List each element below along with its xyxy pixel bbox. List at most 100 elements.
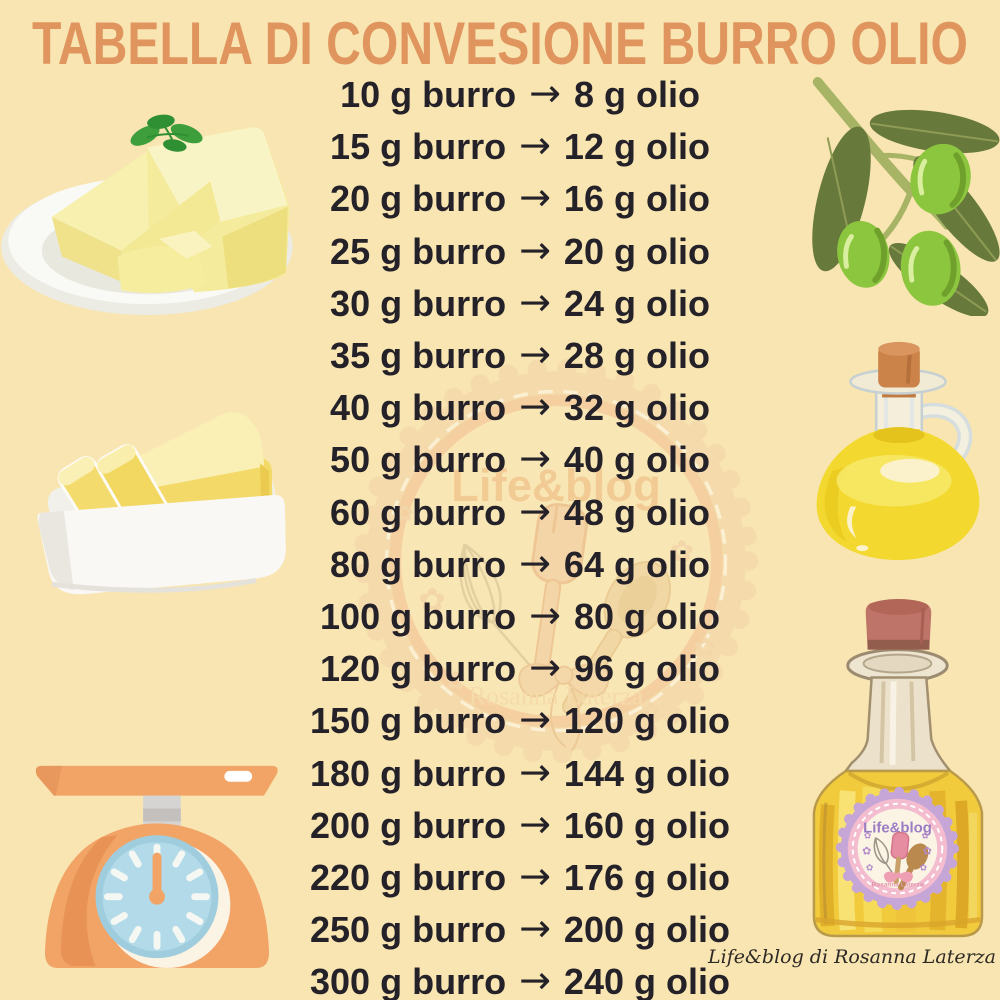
butter-amount: 150 g burro: [310, 700, 507, 742]
cruet-body: [816, 427, 980, 561]
right-arrow-icon: →: [519, 958, 551, 1000]
oil-amount: 144 g olio: [563, 752, 730, 794]
scale-dial: [95, 835, 219, 959]
label-bow-icon: [884, 871, 913, 883]
oil-cruet-illustration: [816, 341, 980, 561]
oil-bottle-illustration: Life&blog ✿ ✿ ✿: [812, 598, 984, 938]
conversion-row: 50 g burro → 40 g olio: [40, 434, 1000, 486]
conversion-row: 80 g burro → 64 g olio: [40, 539, 1000, 591]
dish-front: [37, 494, 286, 595]
butter-amount: 100 g burro: [320, 595, 517, 637]
oil-amount: 32 g olio: [563, 387, 710, 429]
butter-amount: 15 g burro: [330, 126, 507, 168]
butter-amount: 200 g burro: [310, 804, 507, 846]
flower-icon: ✿: [670, 534, 694, 568]
oil-amount: 8 g olio: [573, 74, 700, 116]
label-brand: Life&blog: [863, 821, 932, 837]
flower-icon: ✿: [396, 501, 414, 526]
bottle-neck: [843, 676, 953, 773]
oil-amount: 40 g olio: [563, 439, 710, 481]
butter-amount: 220 g burro: [310, 856, 507, 898]
conversion-row: 150 g burro → 120 g olio: [40, 695, 1000, 747]
mint-leaves-icon: [130, 114, 203, 152]
butter-amount: 80 g burro: [330, 543, 507, 585]
oil-amount: 240 g olio: [563, 961, 730, 1000]
conversion-row: 220 g burro → 176 g olio: [40, 852, 1000, 904]
olive-branch-illustration: [812, 77, 1000, 316]
page-title-text: TABELLA DI CONVESIONE BURRO OLIO: [32, 10, 968, 72]
conversion-row: 15 g burro → 12 g olio: [40, 121, 1000, 173]
butter-amount: 180 g burro: [310, 752, 507, 794]
page-title: TABELLA DI CONVESIONE BURRO OLIO: [32, 10, 968, 72]
right-arrow-icon: →: [519, 279, 551, 324]
butter-amount: 25 g burro: [330, 230, 507, 272]
right-arrow-icon: →: [519, 436, 551, 481]
right-arrow-icon: →: [519, 123, 551, 168]
butter-amount: 10 g burro: [340, 74, 517, 116]
flower-icon: ✿: [445, 666, 466, 695]
flower-icon: ✿: [418, 580, 446, 619]
butter-amount: 20 g burro: [330, 178, 507, 220]
right-arrow-icon: →: [519, 853, 551, 898]
cruet-cork: [878, 341, 920, 388]
right-arrow-icon: →: [519, 749, 551, 794]
flower-icon: ✿: [922, 832, 930, 842]
conversion-row: 10 g burro → 8 g olio: [40, 69, 1000, 121]
olives: [837, 143, 971, 306]
spatula-icon: [531, 503, 588, 678]
whisk-icon: [459, 543, 534, 669]
right-arrow-icon: →: [519, 906, 551, 951]
conversion-row: 25 g burro → 20 g olio: [40, 226, 1000, 278]
oil-amount: 176 g olio: [563, 856, 730, 898]
oil-amount: 64 g olio: [563, 543, 710, 585]
conversion-row: 120 g burro → 96 g olio: [40, 643, 1000, 695]
butter-amount: 35 g burro: [330, 335, 507, 377]
bow-icon: [518, 663, 610, 752]
right-arrow-icon: →: [519, 697, 551, 742]
conversion-row: 40 g burro → 32 g olio: [40, 382, 1000, 434]
oil-amount: 120 g olio: [563, 700, 730, 742]
conversion-list: 10 g burro → 8 g olio 15 g burro → 12 g …: [40, 69, 1000, 1000]
butter-dish-illustration: [37, 412, 286, 595]
label-author: Rosanna Laterza: [872, 881, 924, 888]
right-arrow-icon: →: [529, 645, 561, 690]
flower-icon: ✿: [694, 633, 716, 663]
butter-blocks: [51, 127, 290, 294]
conversion-row: 30 g burro → 24 g olio: [40, 278, 1000, 330]
conversion-row: 20 g burro → 16 g olio: [40, 173, 1000, 225]
watermark-brand: Life&blog: [451, 460, 661, 511]
right-arrow-icon: →: [519, 332, 551, 377]
butter-amount: 40 g burro: [330, 387, 507, 429]
flower-icon: ✿: [642, 699, 660, 724]
conversion-row: 200 g burro → 160 g olio: [40, 800, 1000, 852]
right-arrow-icon: →: [519, 384, 551, 429]
butter-amount: 60 g burro: [330, 491, 507, 533]
signature-text: Life&blog di Rosanna Laterza: [708, 946, 996, 968]
oil-amount: 160 g olio: [563, 804, 730, 846]
butter-amount: 50 g burro: [330, 439, 507, 481]
right-arrow-icon: →: [529, 592, 561, 637]
conversion-row: 300 g burro → 240 g olio: [40, 956, 1000, 1000]
right-arrow-icon: →: [519, 801, 551, 846]
butter-amount: 250 g burro: [310, 909, 507, 951]
conversion-row: 250 g burro → 200 g olio: [40, 904, 1000, 956]
oil-amount: 28 g olio: [563, 335, 710, 377]
right-arrow-icon: →: [519, 175, 551, 220]
conversion-row: 180 g burro → 144 g olio: [40, 747, 1000, 799]
oil-amount: 96 g olio: [573, 648, 720, 690]
oil-amount: 48 g olio: [563, 491, 710, 533]
flower-icon: ✿: [866, 863, 874, 873]
conversion-row: 35 g burro → 28 g olio: [40, 330, 1000, 382]
right-arrow-icon: →: [529, 71, 561, 116]
right-arrow-icon: →: [519, 540, 551, 585]
oil-amount: 200 g olio: [563, 909, 730, 951]
oil-amount: 12 g olio: [563, 126, 710, 168]
oil-amount: 16 g olio: [563, 178, 710, 220]
right-arrow-icon: →: [519, 488, 551, 533]
kitchen-scale-illustration: [35, 765, 278, 969]
flower-icon: ✿: [920, 863, 928, 873]
flower-icon: ✿: [864, 832, 872, 842]
bottle-cork: [865, 598, 932, 650]
butter-plate-illustration: [1, 114, 293, 316]
